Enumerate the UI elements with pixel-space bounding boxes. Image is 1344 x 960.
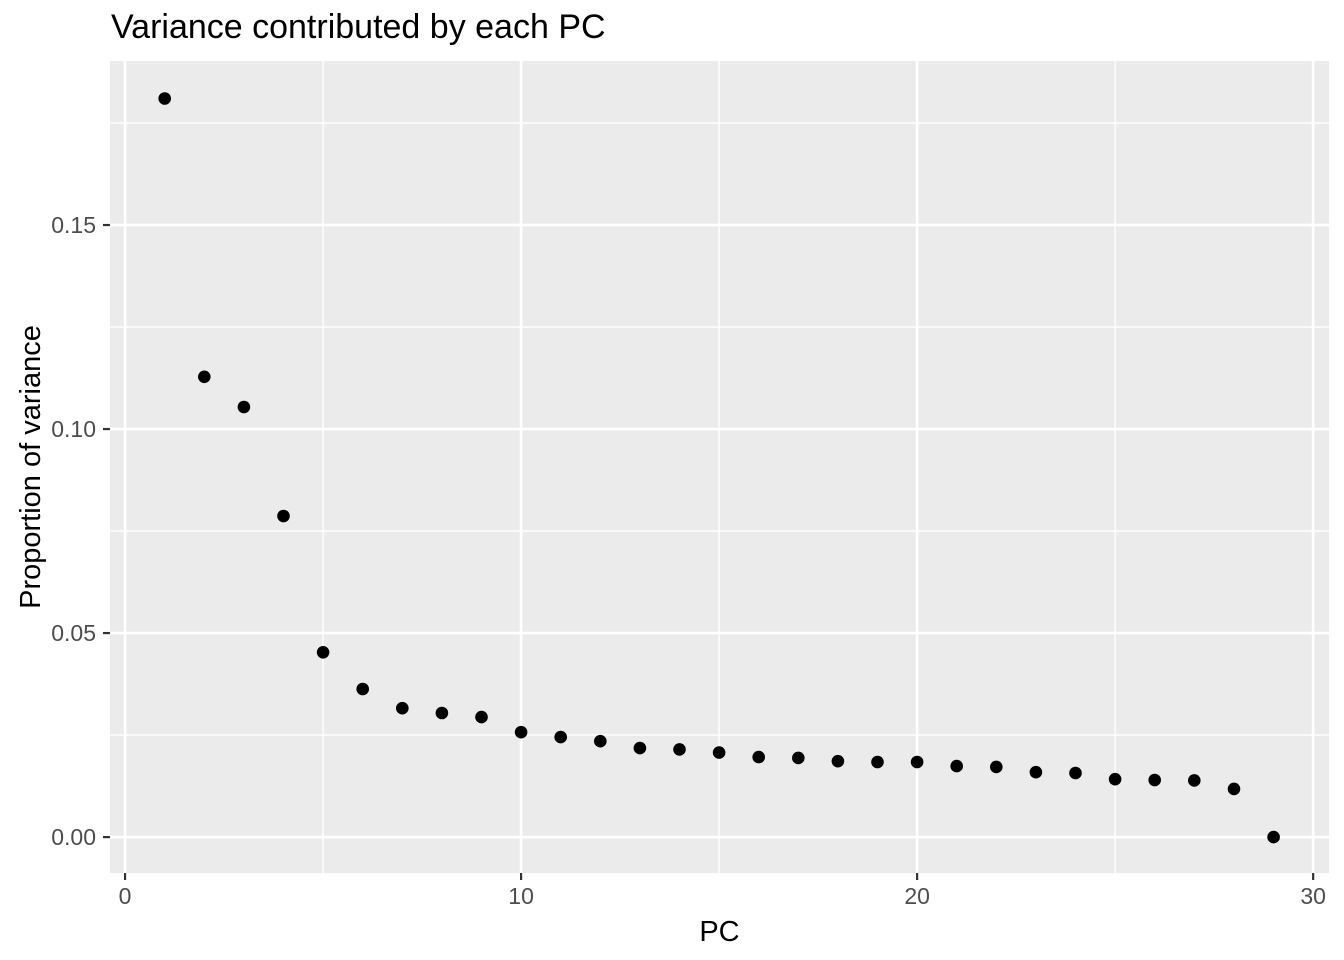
data-point <box>277 509 290 523</box>
data-point <box>1029 765 1043 779</box>
plot-title: Variance contributed by each PC <box>111 8 606 46</box>
data-point <box>396 701 409 715</box>
y-tick-label: 0.00 <box>51 824 96 850</box>
data-point <box>158 92 171 105</box>
y-tick-label: 0.05 <box>51 620 96 646</box>
data-point <box>316 646 330 659</box>
data-point <box>1148 773 1161 787</box>
data-point <box>237 400 251 414</box>
data-point <box>633 741 647 755</box>
data-point <box>435 706 449 720</box>
data-point <box>1069 766 1082 780</box>
data-point <box>594 734 607 748</box>
x-tick-label: 10 <box>508 883 534 909</box>
data-point <box>831 754 845 768</box>
data-point <box>514 725 528 739</box>
x-tick-label: 30 <box>1300 883 1326 909</box>
data-point <box>752 750 765 764</box>
major-gridlines <box>110 61 1329 873</box>
data-point <box>356 682 370 696</box>
data-point <box>712 746 726 759</box>
data-point <box>1227 782 1241 796</box>
y-tick-label: 0.15 <box>51 212 96 238</box>
data-points <box>158 92 1280 844</box>
data-point <box>1188 774 1201 787</box>
data-point <box>990 760 1003 774</box>
minor-gridlines <box>110 61 1329 873</box>
data-point <box>950 759 963 773</box>
data-point <box>910 755 924 769</box>
y-tick-label: 0.10 <box>51 416 96 442</box>
data-point <box>673 743 686 756</box>
data-point <box>1267 830 1280 844</box>
data-point <box>1108 772 1122 786</box>
axis-tick-labels: 0 10 20 30 0.00 0.05 0.10 0.15 <box>51 212 1326 909</box>
data-point <box>198 370 211 384</box>
data-point <box>792 751 805 765</box>
x-tick-label: 20 <box>904 883 930 909</box>
data-point <box>475 710 488 724</box>
x-tick-label: 0 <box>119 883 132 909</box>
data-point <box>871 755 884 769</box>
x-axis-title: PC <box>699 916 739 948</box>
y-axis-title: Proportion of variance <box>15 325 47 609</box>
axis-ticks <box>103 223 1315 880</box>
data-point <box>554 730 567 744</box>
